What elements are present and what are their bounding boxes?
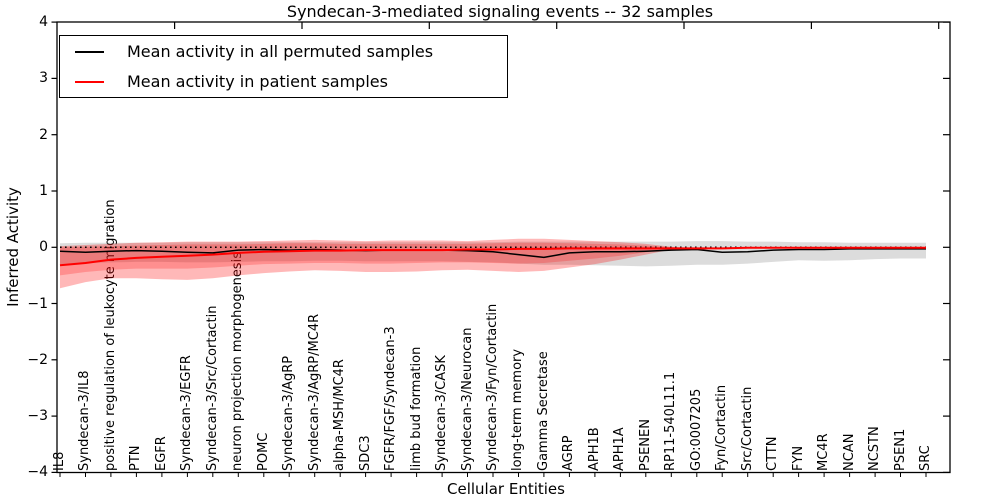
y-tick-label: 3 [39,70,48,87]
permuted-mean-line [59,248,926,259]
y-tick-label: 0 [39,239,48,256]
legend: Mean activity in all permuted samples Me… [59,35,508,98]
y-tick-label: −3 [27,408,48,425]
patient-mean-line [59,246,926,267]
legend-label-patient: Mean activity in patient samples [127,72,388,91]
patient-line-swatch [75,80,104,83]
legend-row-patient: Mean activity in patient samples [60,67,507,96]
legend-label-permuted: Mean activity in all permuted samples [127,42,434,61]
y-tick-label: 1 [39,182,48,199]
y-tick-label: 4 [39,14,48,31]
x-axis-label: Cellular Entities [447,480,565,498]
y-tick-label: 2 [39,126,48,143]
y-tick-label: −2 [27,351,48,368]
chart-title: Syndecan-3-mediated signaling events -- … [286,2,714,21]
y-tick-label: −4 [27,464,48,481]
permuted-line-swatch [75,50,104,53]
y-tick-label: −1 [27,295,48,312]
legend-row-permuted: Mean activity in all permuted samples [60,37,507,66]
